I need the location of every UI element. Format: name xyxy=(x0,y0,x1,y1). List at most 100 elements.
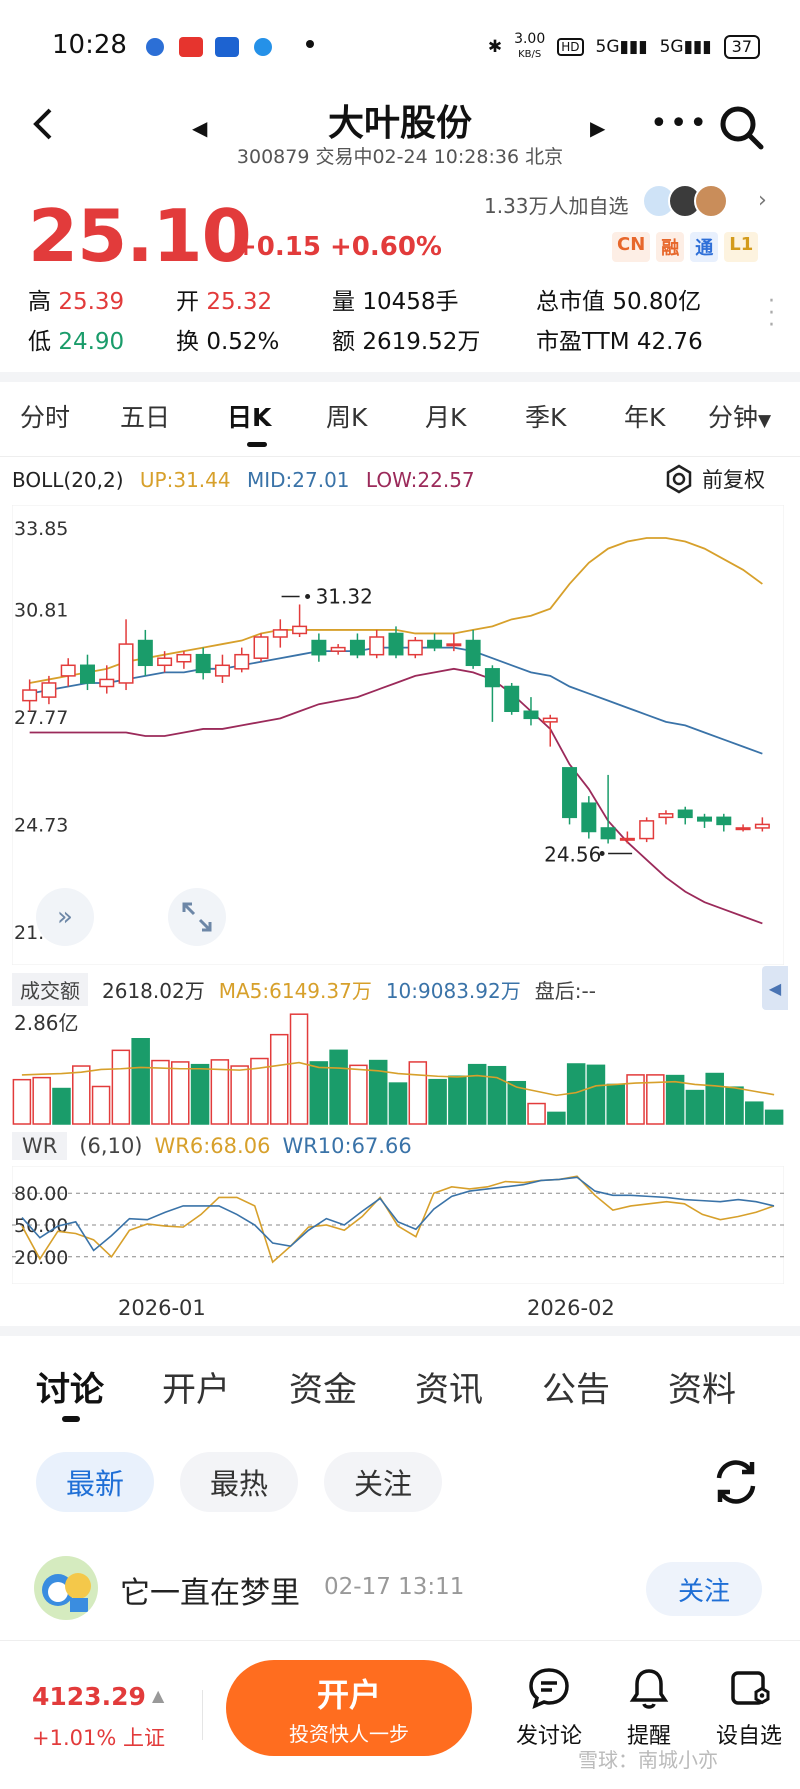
wr-line-wr10 xyxy=(21,1176,775,1252)
watermark: 雪球：南城小亦 xyxy=(578,1748,718,1772)
volume-chart[interactable]: 2.86亿 xyxy=(12,1008,784,1126)
candle xyxy=(311,639,327,656)
tag-l1: L1 xyxy=(724,232,759,262)
more-menu-icon[interactable]: ••• xyxy=(650,106,710,141)
volume-title: 成交额 xyxy=(12,973,88,1006)
discussion-tabs: 讨论 开户 资金 资讯 公告 资料 xyxy=(0,1362,800,1412)
candle xyxy=(292,625,308,635)
price-adjust-button[interactable]: 前复权 xyxy=(664,464,765,494)
candle xyxy=(619,837,635,841)
min-dot xyxy=(599,851,605,857)
chart-frame xyxy=(12,505,784,965)
wr-legend[interactable]: WR (6,10) WR6:68.06 WR10:67.66 xyxy=(12,1132,412,1160)
candle xyxy=(465,639,481,667)
tab-minute[interactable]: 分钟▼ xyxy=(708,398,771,434)
tab-funds[interactable]: 资金 xyxy=(289,1370,357,1410)
volume-bar xyxy=(725,1086,744,1125)
open-account-button[interactable]: 开户 投资快人一步 xyxy=(226,1660,472,1756)
current-price: 25.10 xyxy=(28,194,252,278)
filter-following[interactable]: 关注 xyxy=(324,1452,442,1512)
tab-announcements[interactable]: 公告 xyxy=(542,1370,610,1410)
next-stock-icon[interactable]: ▶ xyxy=(590,116,606,140)
stat-turnover: 0.52% xyxy=(206,329,280,355)
watcher-avatars[interactable] xyxy=(642,184,728,218)
chart-tabs: 分时 五日 日K 周K 月K 季K 年K 分钟▼ xyxy=(0,398,800,448)
refresh-button[interactable] xyxy=(710,1456,762,1512)
candle xyxy=(697,816,713,822)
post-item[interactable]: 它一直在梦里 02-17 13:11 关注 xyxy=(34,1556,774,1626)
tab-five-day[interactable]: 五日 xyxy=(120,403,171,432)
collapse-panel-button[interactable]: » xyxy=(36,888,94,946)
candle xyxy=(195,653,211,674)
tab-weekly-k[interactable]: 周K xyxy=(326,403,368,432)
boll-low: LOW:22.57 xyxy=(365,468,475,492)
volume-legend[interactable]: 成交额 2618.02万 MA5:6149.37万 10:9083.92万 盘后… xyxy=(12,973,596,1006)
volume-bar xyxy=(586,1064,606,1125)
stat-label: 市盈TTM xyxy=(536,329,630,355)
add-watchlist-button[interactable]: 设自选 xyxy=(704,1666,794,1750)
candle xyxy=(234,653,250,670)
tab-quarterly-k[interactable]: 季K xyxy=(525,403,567,432)
prev-stock-icon[interactable]: ◀ xyxy=(192,116,208,140)
stat-open: 25.32 xyxy=(206,289,273,315)
volume-bar xyxy=(507,1080,527,1125)
post-username[interactable]: 它一直在梦里 xyxy=(120,1576,300,1611)
expand-stats-icon[interactable]: · · · xyxy=(768,289,775,338)
filter-latest[interactable]: 最新 xyxy=(36,1452,154,1512)
candle xyxy=(253,636,269,659)
wr10-value: WR10:67.66 xyxy=(282,1134,412,1158)
divider xyxy=(0,372,800,382)
volume-bar xyxy=(487,1065,507,1125)
tab-intraday[interactable]: 分时 xyxy=(20,403,71,432)
index-change[interactable]: +1.01% 上证 xyxy=(32,1726,165,1750)
filter-hot[interactable]: 最热 xyxy=(180,1452,298,1512)
boll-legend[interactable]: BOLL(20,2) UP:31.44 MID:27.01 LOW:22.57 xyxy=(12,468,475,492)
volume-ma-line xyxy=(21,1061,775,1097)
tab-yearly-k[interactable]: 年K xyxy=(624,403,666,432)
volume-bar xyxy=(626,1074,645,1125)
stat-market-cap: 50.80亿 xyxy=(612,289,702,315)
side-panel-toggle[interactable]: ◀ xyxy=(762,966,788,1010)
tab-daily-k[interactable]: 日K xyxy=(227,403,272,432)
stat-label: 量 xyxy=(332,289,355,315)
stat-label: 高 xyxy=(28,289,51,315)
volume-bar xyxy=(190,1063,210,1125)
candle xyxy=(658,813,674,819)
open-account-subtitle: 投资快人一步 xyxy=(289,1722,409,1746)
fullscreen-button[interactable] xyxy=(168,888,226,946)
post-discussion-button[interactable]: 发讨论 xyxy=(504,1666,594,1750)
candle xyxy=(484,668,500,688)
page-title: 大叶股份 xyxy=(327,103,472,144)
watchers-count[interactable]: 1.33万人加自选 xyxy=(484,194,629,218)
nav-label: 提醒 xyxy=(626,1724,671,1749)
back-button[interactable] xyxy=(28,104,58,154)
volume-bar xyxy=(467,1063,487,1125)
tab-monthly-k[interactable]: 月K xyxy=(425,403,467,432)
candle xyxy=(157,657,173,667)
tab-discuss[interactable]: 讨论 xyxy=(36,1370,104,1410)
stats-row-1: 高 25.39 开 25.32 量 10458手 总市值 50.80亿 xyxy=(28,282,768,322)
candle xyxy=(388,632,404,656)
tab-open-account[interactable]: 开户 xyxy=(162,1370,230,1410)
volume-bar xyxy=(705,1072,724,1125)
follow-button[interactable]: 关注 xyxy=(646,1562,762,1616)
stats-row-2: 低 24.90 换 0.52% 额 2619.52万 市盈TTM 42.76 xyxy=(28,322,768,362)
tab-profile[interactable]: 资料 xyxy=(668,1370,736,1410)
price-change: +0.15 +0.60% xyxy=(235,232,442,262)
chevron-right-icon[interactable]: › xyxy=(758,188,767,213)
volume-bar xyxy=(665,1074,685,1125)
notification-icons xyxy=(145,34,285,65)
alert-button[interactable]: 提醒 xyxy=(604,1666,694,1750)
index-value[interactable]: 4123.29 xyxy=(32,1682,146,1711)
after-hours: 盘后:-- xyxy=(534,979,596,1003)
avatar[interactable] xyxy=(34,1556,98,1620)
tab-news[interactable]: 资讯 xyxy=(415,1370,483,1410)
search-button[interactable] xyxy=(718,104,766,156)
wr-title: WR xyxy=(12,1132,68,1160)
volume-bar xyxy=(685,1089,705,1125)
boll-name: BOLL(20,2) xyxy=(12,468,124,492)
volume-bar xyxy=(151,1059,170,1125)
volume-bar xyxy=(269,1033,289,1125)
